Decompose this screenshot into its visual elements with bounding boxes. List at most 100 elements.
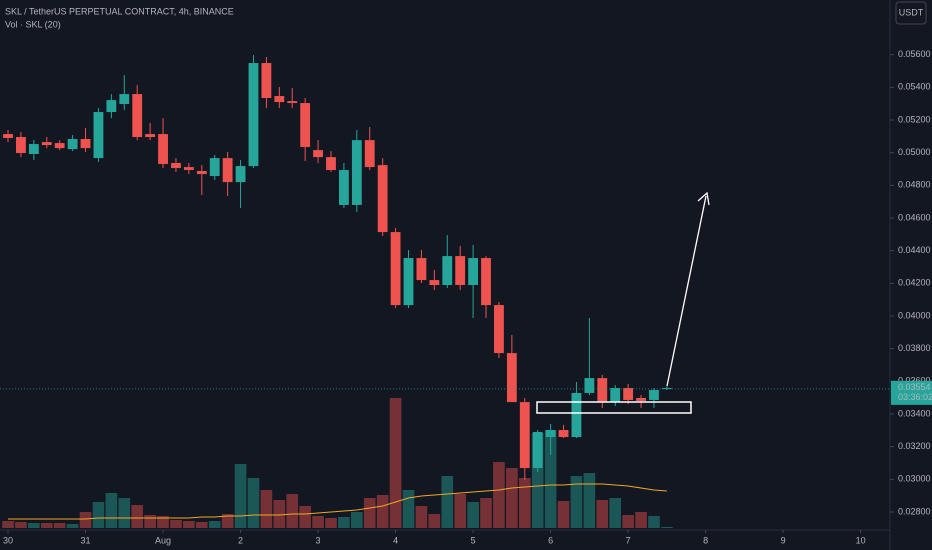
y-tick-label: 0.04400 (898, 245, 931, 255)
volume-bar (428, 514, 441, 528)
volume-bar (208, 521, 221, 528)
volume-bar (506, 468, 518, 528)
volume-bar (622, 515, 634, 528)
currency-label[interactable]: USDT (899, 7, 924, 17)
candle-body (300, 103, 311, 147)
candle-body (584, 378, 595, 393)
candle-body (222, 158, 233, 183)
candle-body (597, 378, 608, 403)
volume-bar (273, 500, 286, 528)
candle-body (119, 94, 130, 105)
volume-bar (583, 473, 596, 528)
candle-body (158, 134, 168, 164)
x-tick-label: 7 (626, 535, 631, 545)
candle-body (183, 167, 194, 171)
volume-bar (557, 501, 570, 528)
y-tick-label: 0.02800 (898, 506, 931, 516)
volume-bar (118, 498, 131, 528)
y-tick-label: 0.04000 (898, 310, 931, 320)
candle-body (106, 100, 117, 113)
volume-bar (157, 516, 169, 528)
indicator-label: Vol · SKL (20) (5, 19, 61, 29)
x-tick-label: 30 (3, 535, 13, 545)
candle-body (610, 388, 621, 403)
volume-bar (40, 523, 53, 528)
candle-body (93, 112, 104, 159)
volume-bar (531, 433, 544, 528)
y-tick-label: 0.03000 (898, 474, 931, 484)
x-tick-label: 3 (316, 535, 321, 545)
last-price-tag (891, 380, 932, 405)
candle-body (196, 170, 207, 175)
candle-body (558, 430, 569, 438)
volume-bar (635, 512, 647, 528)
currency-button[interactable] (895, 1, 927, 25)
chart-title: SKL / TetherUS PERPETUAL CONTRACT, 4h, B… (5, 6, 234, 16)
volume-bar (66, 524, 79, 528)
candle-body (287, 101, 298, 104)
y-tick-label: 0.03800 (898, 343, 931, 353)
y-tick-label: 0.04800 (898, 180, 931, 190)
candle-body (54, 143, 65, 149)
candle-body (145, 134, 156, 138)
countdown-label: 03:36:02 (898, 392, 932, 402)
volume-bar (195, 522, 208, 528)
volume-bar (596, 500, 609, 528)
y-tick-label: 0.05200 (898, 114, 931, 124)
volume-bar (260, 490, 273, 528)
candle-body (3, 134, 13, 139)
y-tick-label: 0.03400 (898, 408, 931, 418)
candle-body (571, 392, 582, 438)
arrow-shaft (666, 195, 707, 387)
candle-body (506, 353, 517, 403)
x-tick-label: 2 (238, 535, 243, 545)
volume-bar (518, 478, 531, 528)
volume-bar (92, 502, 105, 528)
volume-bar (131, 505, 144, 528)
candle-body (364, 140, 375, 168)
candle-body (481, 258, 491, 306)
volume-bar (467, 502, 479, 528)
y-tick-label: 0.05000 (898, 147, 931, 157)
candle-body (649, 389, 659, 400)
volume-bar (105, 493, 118, 528)
volume-bar (454, 494, 466, 528)
candle-body (41, 142, 52, 146)
candle-body (28, 144, 39, 155)
y-tick-label: 0.03200 (898, 441, 931, 451)
volume-bar (402, 490, 415, 528)
volume-bar (15, 522, 27, 528)
candle-body (274, 96, 285, 103)
volume-bar (351, 512, 363, 528)
candle-body (248, 63, 259, 167)
candle-body (416, 258, 427, 281)
x-tick-label: 10 (856, 535, 866, 545)
candle-body (16, 137, 26, 154)
candle-body (377, 165, 388, 233)
candle-body (442, 256, 453, 285)
volume-bar (363, 498, 376, 528)
volume-bar (376, 495, 389, 528)
candle-body (519, 402, 530, 469)
x-tick-label: 31 (81, 535, 91, 545)
candle-body (468, 258, 479, 285)
volume-bar (648, 516, 660, 528)
volume-bar (286, 494, 299, 528)
x-tick-label: 6 (548, 535, 553, 545)
candle-body (171, 162, 181, 169)
candle-body (261, 63, 272, 98)
volume-bar (2, 521, 14, 528)
volume-bar (221, 514, 234, 528)
y-tick-label: 0.05400 (898, 82, 931, 92)
candle-body (132, 94, 143, 138)
volume-bar (234, 464, 247, 528)
y-tick-label: 0.04200 (898, 278, 931, 288)
candle-body (313, 150, 323, 158)
x-tick-label: Aug (155, 535, 171, 545)
candle-body (532, 431, 543, 469)
candle-body (351, 140, 362, 205)
volume-bar (441, 476, 454, 528)
volume-bar (312, 516, 324, 528)
